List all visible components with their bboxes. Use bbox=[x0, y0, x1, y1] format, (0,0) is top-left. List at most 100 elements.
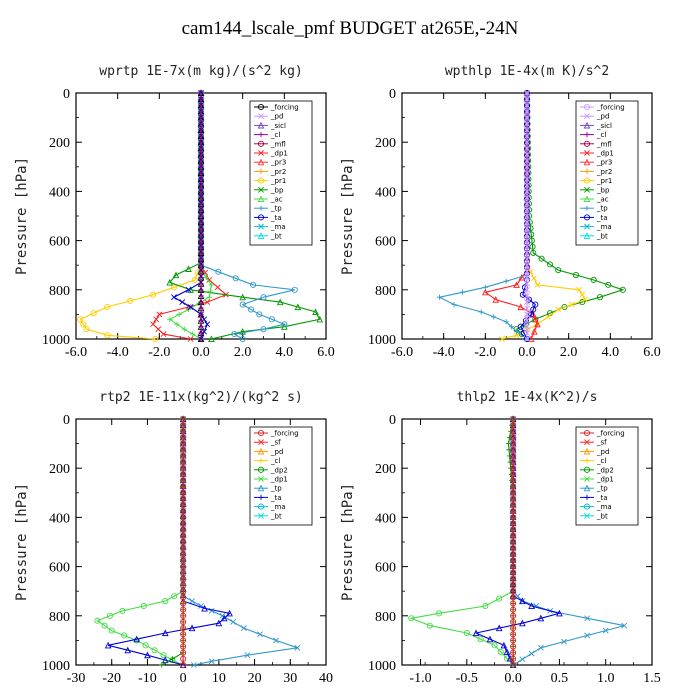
legend-item: _dp1 bbox=[254, 150, 288, 158]
data-point bbox=[180, 649, 187, 656]
data-point bbox=[230, 619, 237, 625]
data-point bbox=[510, 538, 517, 546]
legend-marker bbox=[257, 503, 265, 510]
legend-item: _bp bbox=[580, 186, 610, 194]
data-point bbox=[180, 520, 187, 527]
data-point bbox=[198, 121, 204, 127]
legend-item: _cl bbox=[254, 457, 280, 465]
data-point bbox=[198, 330, 204, 336]
panel-1: wprtp 1E-7x(m kg)/(s^2 kg) Pressure [hPa]… bbox=[14, 64, 335, 360]
data-point bbox=[198, 268, 204, 274]
legend-marker bbox=[257, 177, 265, 184]
data-point bbox=[472, 629, 480, 637]
data-point bbox=[459, 289, 466, 295]
data-point bbox=[180, 551, 187, 558]
data-point bbox=[491, 314, 497, 320]
data-point bbox=[208, 282, 215, 288]
y-axis-label: Pressure [hPa] bbox=[340, 157, 356, 275]
data-point bbox=[561, 638, 567, 645]
x-tick-label: -10 bbox=[138, 671, 157, 686]
legend-marker bbox=[258, 439, 264, 446]
data-point bbox=[198, 182, 204, 188]
x-tick-label: 20 bbox=[248, 671, 262, 686]
data-point bbox=[510, 495, 517, 503]
legend-label: _forcing bbox=[596, 104, 625, 112]
data-point bbox=[528, 650, 535, 657]
data-point bbox=[519, 656, 526, 663]
data-point bbox=[576, 286, 583, 293]
data-point bbox=[198, 213, 204, 219]
data-point bbox=[180, 655, 187, 662]
legend-label: _forcing bbox=[270, 104, 299, 112]
data-point bbox=[510, 625, 517, 632]
data-point bbox=[538, 255, 545, 262]
data-point bbox=[510, 618, 517, 626]
y-tick-label: 800 bbox=[49, 284, 70, 299]
data-point bbox=[180, 422, 187, 429]
panel-3: rtp2 1E-11x(kg^2)/(kg^2 s) Pressure [hPa]… bbox=[14, 390, 333, 686]
data-point bbox=[517, 323, 524, 330]
data-point bbox=[510, 471, 517, 478]
data-point bbox=[161, 629, 169, 637]
data-point bbox=[482, 602, 489, 610]
legend-item: _ac bbox=[580, 195, 609, 204]
data-point bbox=[155, 326, 162, 333]
data-point bbox=[510, 545, 517, 552]
data-point bbox=[602, 627, 609, 634]
data-point bbox=[510, 452, 517, 459]
data-point bbox=[240, 625, 247, 632]
y-tick-label: 800 bbox=[375, 610, 396, 625]
legend-item: _pd bbox=[254, 113, 283, 121]
data-point bbox=[250, 281, 257, 288]
data-point bbox=[500, 641, 508, 649]
data-point bbox=[187, 304, 194, 310]
data-point bbox=[198, 102, 204, 108]
data-point bbox=[537, 614, 545, 622]
legend-marker bbox=[583, 140, 591, 147]
panel-title: wprtp 1E-7x(m kg)/(s^2 kg) bbox=[99, 64, 303, 79]
data-point bbox=[198, 305, 204, 311]
legend-label: _bp bbox=[270, 186, 284, 194]
data-point bbox=[180, 600, 187, 607]
legend-marker bbox=[258, 113, 264, 120]
data-point bbox=[312, 308, 319, 315]
data-point bbox=[180, 606, 187, 613]
data-point bbox=[519, 619, 526, 627]
data-point bbox=[503, 278, 509, 284]
data-point bbox=[260, 294, 267, 301]
data-point bbox=[534, 320, 541, 328]
legend-label: _bt bbox=[270, 232, 282, 240]
data-point bbox=[273, 637, 279, 644]
data-point bbox=[215, 619, 223, 627]
data-point bbox=[160, 652, 167, 659]
y-axis-label: Pressure [hPa] bbox=[340, 483, 356, 601]
data-point bbox=[510, 655, 517, 662]
data-point bbox=[510, 458, 517, 466]
data-point bbox=[478, 309, 484, 315]
legend-label: _dp1 bbox=[270, 476, 288, 484]
data-point bbox=[524, 293, 530, 299]
legend-label: _pd bbox=[596, 113, 609, 121]
x-tick-label: 1.0 bbox=[597, 671, 615, 686]
data-point bbox=[198, 96, 204, 102]
panel-title: thlp2 1E-4x(K^2)/s bbox=[457, 390, 598, 405]
y-tick-label: 200 bbox=[49, 136, 70, 151]
data-point bbox=[510, 465, 517, 472]
x-tick-label: 0.0 bbox=[192, 345, 210, 360]
legend-label: _bt bbox=[596, 512, 608, 520]
data-point bbox=[215, 268, 222, 275]
legend-item: _sf bbox=[580, 439, 607, 447]
legend-label: _cl bbox=[270, 131, 280, 139]
data-point bbox=[486, 635, 494, 643]
data-point bbox=[150, 321, 157, 328]
legend-item: _forcing bbox=[254, 430, 299, 438]
data-point bbox=[513, 332, 520, 339]
x-tick-label: 0.5 bbox=[551, 671, 569, 686]
data-point bbox=[180, 471, 187, 478]
legend-label: _mfl bbox=[270, 140, 286, 148]
data-point bbox=[180, 415, 187, 423]
legend-label: _pr2 bbox=[596, 168, 612, 176]
data-point bbox=[524, 213, 530, 219]
legend-label: _ma bbox=[270, 503, 286, 511]
data-point bbox=[524, 151, 530, 158]
